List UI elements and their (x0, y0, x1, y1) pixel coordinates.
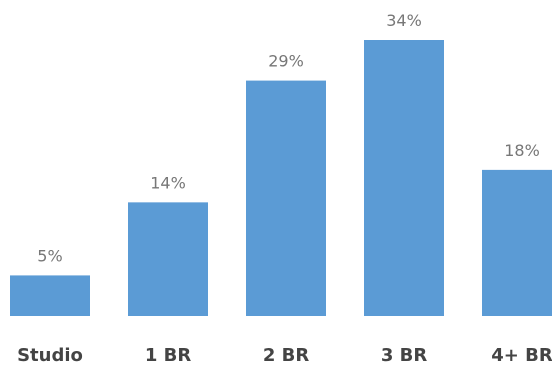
value-label: 34% (386, 11, 422, 30)
value-label: 29% (268, 52, 304, 71)
category-label: Studio (17, 345, 83, 366)
category-label: 1 BR (145, 345, 192, 366)
value-label: 18% (504, 141, 540, 160)
value-labels-group: 5% 14% 29% 34% 18% (37, 11, 539, 265)
bar-1-br (128, 202, 208, 316)
bar-2-br (246, 80, 326, 317)
category-labels-group: Studio 1 BR 2 BR 3 BR 4+ BR (17, 345, 552, 366)
bars-group (10, 40, 552, 317)
bar-studio (10, 275, 90, 316)
category-label: 2 BR (263, 345, 310, 366)
value-label: 14% (150, 173, 186, 192)
bar-4-br (482, 169, 552, 316)
category-label: 4+ BR (491, 345, 552, 366)
bar-3-br (364, 40, 444, 316)
category-label: 3 BR (381, 345, 428, 366)
value-label: 5% (37, 246, 62, 265)
